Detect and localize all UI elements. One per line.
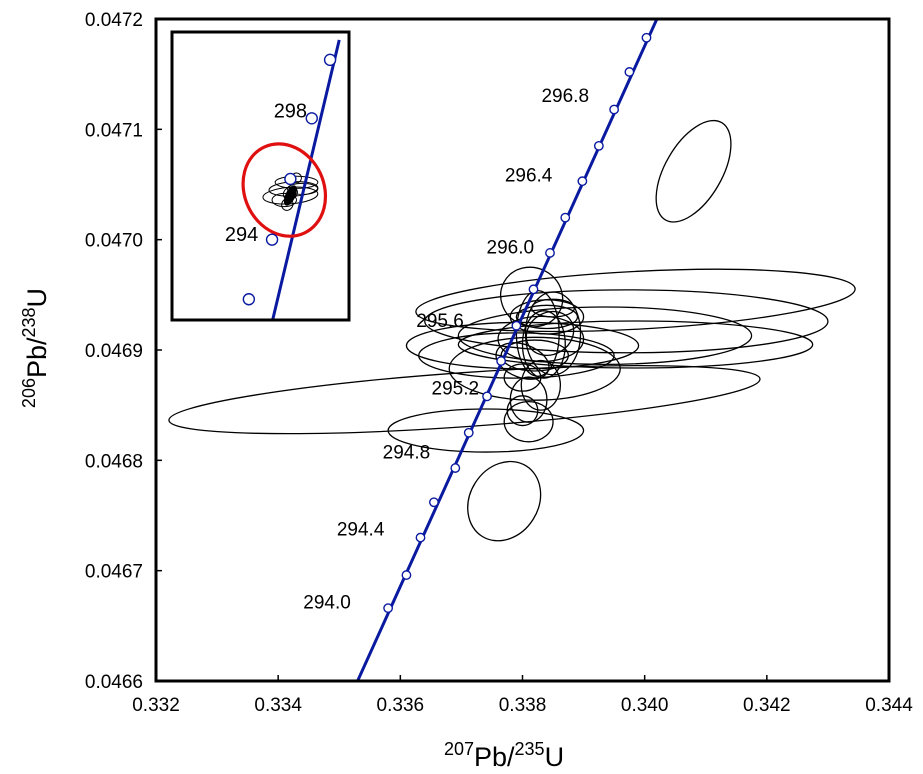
y-tick-label-3: 0.0469 xyxy=(85,341,143,362)
x-tick-label-1: 0.334 xyxy=(254,695,302,716)
inset-age-label-1: 294 xyxy=(225,224,258,246)
error-ellipse-19 xyxy=(503,400,554,443)
x-tick-label-3: 0.338 xyxy=(499,695,547,716)
concordia-marker-9 xyxy=(528,284,539,295)
x-tick-label-6: 0.344 xyxy=(865,695,913,716)
inset-background xyxy=(172,32,349,320)
age-labels: 294.0 294.4 294.8 295.2 295.6 296.0 296.4 296.8 xyxy=(303,86,589,613)
concordia-marker-3 xyxy=(429,497,439,508)
concordia-marker-10 xyxy=(545,248,555,258)
axis-ticks: 0.332 0.334 0.336 0.338 0.340 0.342 0.344 0.046… xyxy=(85,10,913,716)
y-tick-label-1: 0.0467 xyxy=(85,562,143,583)
age-label-0: 294.0 xyxy=(303,593,351,614)
y-axis-title: 206Pb/238U xyxy=(19,288,52,408)
concordia-marker-1 xyxy=(401,570,412,580)
age-label-1: 294.4 xyxy=(337,520,385,541)
inset-highlight-ellipse xyxy=(241,142,328,238)
error-ellipse-1 xyxy=(415,268,856,333)
inset-concordia-marker-4 xyxy=(323,53,337,67)
inset-concordia-marker-2 xyxy=(284,172,297,186)
age-label-2: 294.8 xyxy=(383,443,431,464)
x-tick-label-0: 0.332 xyxy=(132,695,180,716)
concordia-marker-0 xyxy=(383,603,394,614)
error-ellipse-15 xyxy=(497,315,585,363)
error-ellipse-23 xyxy=(531,298,576,318)
inset-concordia-marker-0 xyxy=(242,293,256,306)
inset-concordia-marker-1 xyxy=(265,233,279,246)
concordia-marker-8 xyxy=(511,320,522,331)
error-ellipse-0 xyxy=(168,365,761,435)
error-ellipse-2 xyxy=(424,289,829,354)
concordia-marker-15 xyxy=(624,67,635,77)
age-label-4: 295.6 xyxy=(416,311,464,332)
error-ellipse-21 xyxy=(520,359,562,411)
y-tick-label-6: 0.0472 xyxy=(85,10,143,31)
error-ellipse-10 xyxy=(467,460,542,542)
error-ellipse-22 xyxy=(515,304,579,330)
error-ellipse-7 xyxy=(448,336,621,401)
error-ellipse-26 xyxy=(495,342,550,380)
inset-frame xyxy=(170,30,351,322)
error-ellipse-8 xyxy=(387,408,585,453)
concordia-marker-2 xyxy=(415,532,426,543)
y-tick-label-2: 0.0468 xyxy=(85,451,143,472)
concordia-marker-12 xyxy=(577,176,588,187)
inset-ellipse-4 xyxy=(271,192,297,208)
y-tick-label-4: 0.0470 xyxy=(85,231,143,252)
concordia-curve xyxy=(356,18,659,682)
concordia-marker-11 xyxy=(560,212,571,223)
y-tick-label-5: 0.0471 xyxy=(85,120,143,141)
x-tick-label-5: 0.342 xyxy=(743,695,791,716)
concordia-marker-14 xyxy=(609,104,620,115)
concordia-marker-6 xyxy=(482,391,492,402)
inset-cluster xyxy=(283,185,297,206)
inset-panel: 298 294 xyxy=(170,30,351,322)
y-tick-label-0: 0.0466 xyxy=(85,672,143,693)
error-ellipse-5 xyxy=(405,321,640,370)
age-label-5: 296.0 xyxy=(487,237,535,258)
age-label-6: 296.4 xyxy=(505,166,553,187)
concordia-marker-5 xyxy=(463,427,474,438)
error-ellipse-18 xyxy=(509,376,548,423)
concordia-marker-4 xyxy=(450,463,461,473)
inset-viewport: 298 294 xyxy=(172,32,349,320)
concordia-marker-13 xyxy=(593,140,604,151)
x-tick-label-2: 0.336 xyxy=(377,695,425,716)
x-axis-title: 207Pb/235U xyxy=(444,739,564,772)
error-ellipse-4 xyxy=(457,320,814,369)
inset-age-label-0: 298 xyxy=(274,101,307,123)
error-ellipse-14 xyxy=(521,310,566,379)
concordia-marker-7 xyxy=(496,356,507,366)
inset-concordia-marker-3 xyxy=(305,112,318,125)
concordia-marker-16 xyxy=(641,32,652,43)
error-ellipse-3 xyxy=(457,306,753,365)
error-ellipse-9 xyxy=(655,119,732,223)
age-label-7: 296.8 xyxy=(541,86,589,107)
x-tick-label-4: 0.340 xyxy=(621,695,669,716)
age-label-3: 295.2 xyxy=(432,379,480,400)
error-ellipses xyxy=(168,119,856,542)
error-ellipse-17 xyxy=(500,339,569,372)
inset-concordia-line xyxy=(271,39,341,320)
